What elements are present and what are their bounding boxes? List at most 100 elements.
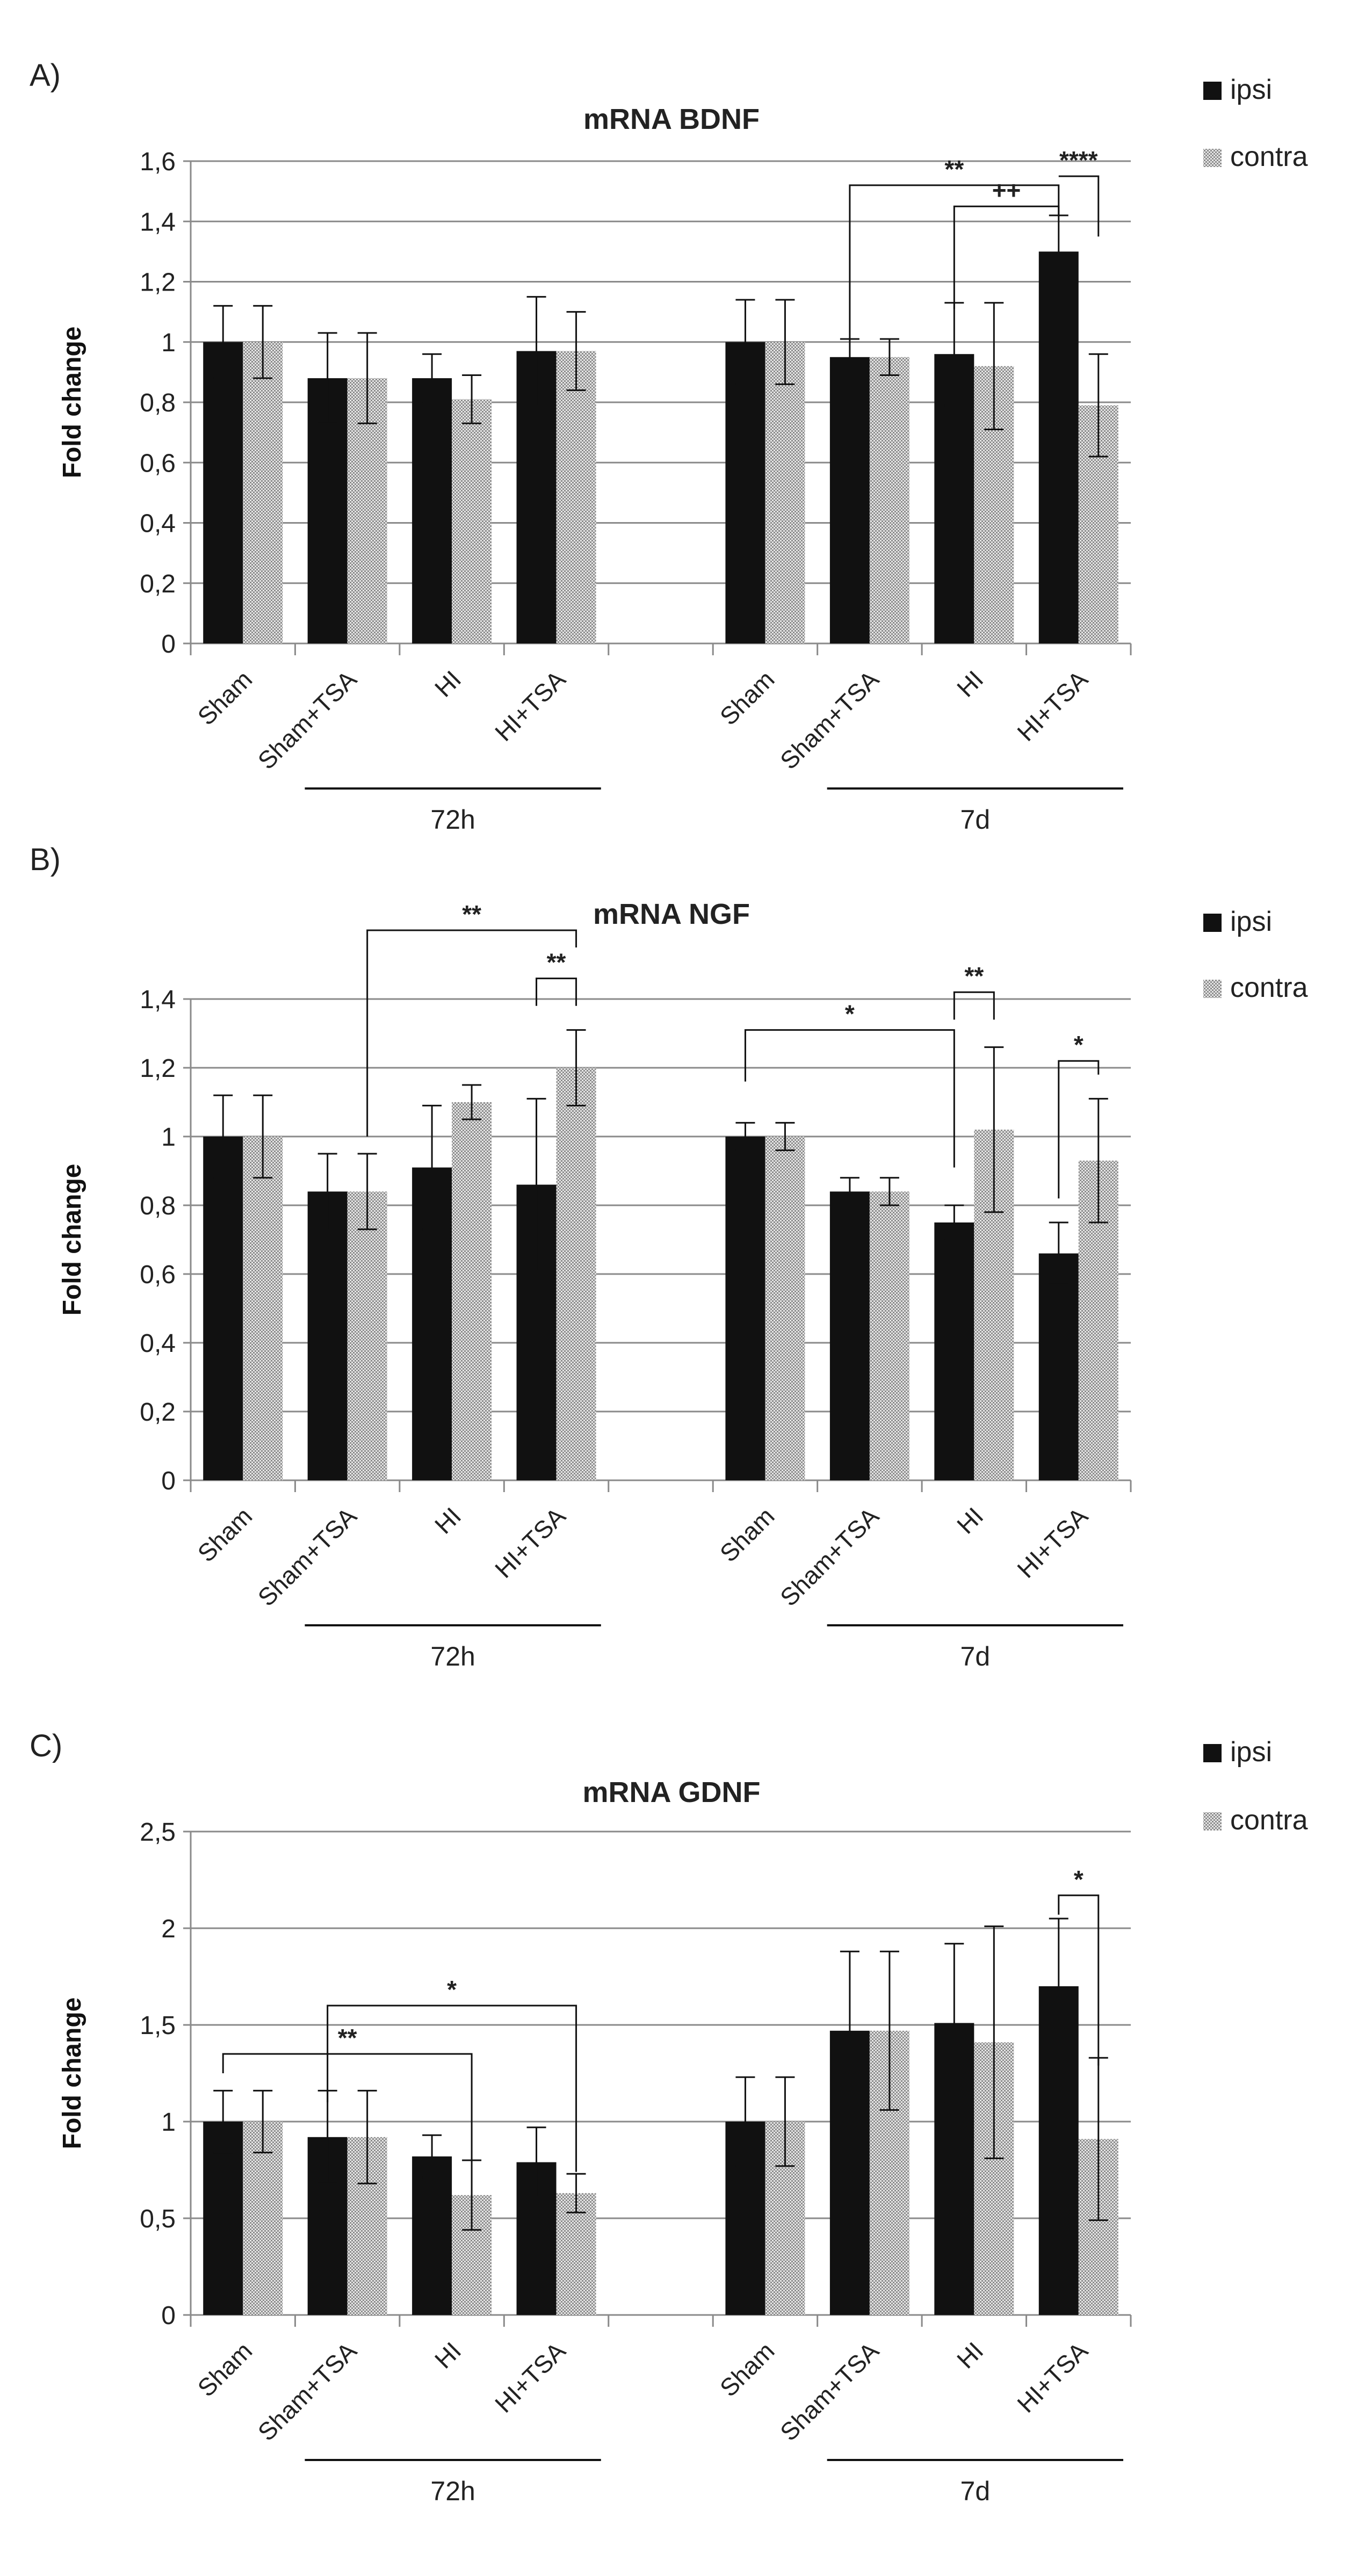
bar-contra — [869, 1191, 909, 1480]
significance-label: ** — [944, 155, 964, 183]
x-tick-label: Sham+TSA — [252, 665, 362, 775]
significance-label: **** — [1059, 146, 1098, 174]
y-tick-label: 0,2 — [140, 1398, 176, 1427]
bar-ipsi — [412, 2156, 452, 2315]
x-tick-label: Sham+TSA — [252, 1502, 362, 1611]
bar-ipsi — [307, 1191, 348, 1480]
chart-panel-1: A) mRNA BDNF 0 0,2 0,4 0,6 0,8 1 1,2 1,4 1,6 Fold c… — [30, 58, 1308, 835]
y-tick-label: 2,5 — [140, 1818, 176, 1847]
legend-swatch-ipsi — [1203, 914, 1222, 932]
x-tick-label: Sham — [714, 1502, 780, 1567]
bar-contra — [765, 1137, 805, 1480]
y-tick-label: 0,8 — [140, 389, 176, 417]
y-tick-label: 2 — [161, 1915, 176, 1943]
significance-bracket — [327, 2005, 577, 2172]
significance-bracket — [849, 184, 1060, 339]
x-tick-label: HI+TSA — [489, 1502, 571, 1583]
significance-bracket — [1058, 175, 1100, 237]
y-tick-label: 1,4 — [140, 208, 176, 236]
y-axis-label: Fold change — [58, 327, 86, 479]
x-tick-label: HI+TSA — [489, 665, 571, 747]
significance-bracket — [953, 991, 995, 1020]
x-tick-label: HI+TSA — [1012, 665, 1093, 747]
bar-ipsi — [829, 357, 870, 643]
x-tick-label: Sham — [714, 2336, 780, 2402]
significance-label: ** — [964, 962, 984, 990]
x-tick-label: Sham — [192, 665, 258, 730]
group-label: 72h — [430, 2476, 475, 2506]
x-tick-label: HI+TSA — [1012, 1502, 1093, 1583]
y-tick-label: 0,6 — [140, 449, 176, 477]
bar-contra — [556, 1068, 596, 1480]
group-label: 7d — [960, 2476, 991, 2506]
y-tick-label: 0,4 — [140, 510, 176, 538]
y-axis-label: Fold change — [58, 1164, 86, 1316]
x-tick-label: HI+TSA — [489, 2336, 571, 2418]
bar-contra — [347, 1191, 387, 1480]
legend-label-ipsi: ipsi — [1230, 906, 1272, 937]
x-tick-label: Sham — [192, 1502, 258, 1567]
group-label: 7d — [960, 1641, 991, 1671]
bar-ipsi — [412, 378, 452, 643]
y-tick-label: 1 — [161, 2108, 176, 2137]
chart-title: mRNA GDNF — [583, 1776, 761, 1808]
y-tick-label: 1,2 — [140, 269, 176, 297]
chart-panel-2: B) mRNA NGF 0 0,2 0,4 0,6 0,8 1 1,2 1,4 Fold chang… — [30, 842, 1308, 1671]
y-tick-label: 0,5 — [140, 2205, 176, 2233]
bar-contra — [765, 342, 805, 643]
legend-swatch-ipsi — [1203, 1744, 1222, 1762]
bar-ipsi — [725, 1137, 765, 1480]
y-tick-label: 0 — [161, 630, 176, 659]
x-tick-label: HI — [429, 2336, 466, 2374]
y-tick-label: 1,2 — [140, 1054, 176, 1083]
bar-ipsi — [1038, 251, 1079, 643]
group-label: 7d — [960, 805, 991, 835]
panel-label: B) — [30, 842, 61, 877]
group-label: 72h — [430, 1641, 475, 1671]
y-tick-label: 0,4 — [140, 1329, 176, 1358]
bar-ipsi — [829, 1191, 870, 1480]
x-tick-label: Sham — [192, 2336, 258, 2402]
significance-label: * — [1074, 1865, 1083, 1893]
bar-ipsi — [203, 2122, 243, 2315]
legend-label-ipsi: ipsi — [1230, 1736, 1272, 1768]
significance-bracket — [366, 929, 577, 1137]
y-axis-label: Fold change — [58, 1998, 86, 2150]
significance-label: * — [1074, 1031, 1083, 1059]
significance-bracket — [1058, 1060, 1100, 1199]
significance-bracket — [744, 1029, 955, 1168]
significance-label: * — [845, 1000, 855, 1028]
legend-label-contra: contra — [1230, 972, 1308, 1003]
legend-label-ipsi: ipsi — [1230, 74, 1272, 105]
bar-contra — [869, 357, 909, 643]
x-tick-label: Sham+TSA — [775, 1502, 884, 1611]
legend-label-contra: contra — [1230, 141, 1308, 172]
bar-ipsi — [203, 1137, 243, 1480]
x-tick-label: HI+TSA — [1012, 2336, 1093, 2418]
group-label: 72h — [430, 805, 475, 835]
y-tick-label: 0,2 — [140, 570, 176, 598]
bar-ipsi — [203, 342, 243, 643]
legend-swatch-ipsi — [1203, 82, 1222, 100]
x-tick-label: HI — [951, 2336, 988, 2374]
significance-bracket — [222, 2053, 473, 2160]
chart-title: mRNA BDNF — [583, 103, 760, 135]
significance-label: ++ — [992, 176, 1021, 204]
significance-label: * — [447, 1976, 457, 2003]
bar-contra — [243, 342, 283, 643]
bar-ipsi — [934, 1222, 974, 1480]
x-tick-label: HI — [429, 665, 466, 702]
x-tick-label: HI — [951, 665, 988, 702]
x-tick-label: HI — [429, 1502, 466, 1539]
significance-bracket — [953, 205, 1060, 309]
bar-ipsi — [725, 342, 765, 643]
legend-swatch-contra — [1203, 149, 1222, 167]
bar-contra — [452, 1102, 492, 1480]
x-tick-label: Sham+TSA — [775, 2336, 884, 2446]
bar-contra — [556, 2193, 596, 2315]
significance-label: ** — [547, 949, 566, 976]
x-tick-label: Sham — [714, 665, 780, 730]
legend-swatch-contra — [1203, 980, 1222, 998]
panel-label: A) — [30, 58, 61, 93]
